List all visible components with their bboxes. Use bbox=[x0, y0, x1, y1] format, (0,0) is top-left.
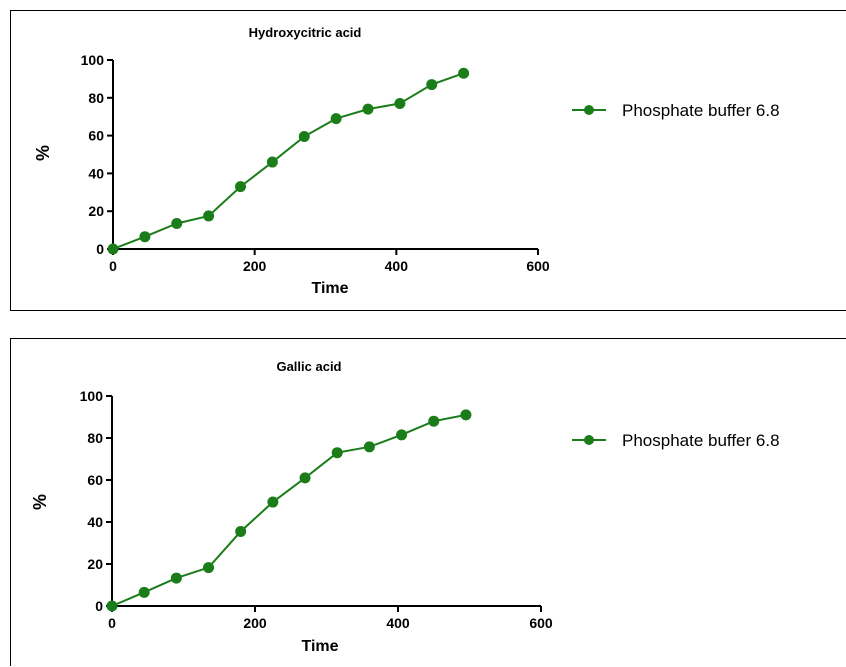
legend-entry: Phosphate buffer 6.8 bbox=[622, 431, 780, 450]
data-point bbox=[171, 573, 182, 584]
y-tick-label: 60 bbox=[87, 472, 103, 488]
y-tick-label: 20 bbox=[87, 556, 103, 572]
chart-title: Gallic acid bbox=[276, 359, 341, 374]
data-point bbox=[203, 562, 214, 573]
y-tick-label: 0 bbox=[95, 598, 103, 614]
legend: Phosphate buffer 6.8 bbox=[572, 101, 780, 120]
data-point bbox=[364, 441, 375, 452]
chart-title: Hydroxycitric acid bbox=[249, 25, 362, 40]
data-point bbox=[235, 181, 246, 192]
y-tick-label: 80 bbox=[88, 90, 104, 106]
x-tick-label: 200 bbox=[243, 615, 267, 631]
legend-marker bbox=[584, 105, 594, 115]
y-axis-label: % bbox=[33, 145, 53, 161]
y-tick-label: 60 bbox=[88, 128, 104, 144]
data-point bbox=[396, 429, 407, 440]
chart-panel-gallic: Gallic acid 0 200 400 600 0 20 40 60 80 100 Time … bbox=[10, 338, 846, 666]
y-tick-label: 100 bbox=[81, 52, 105, 68]
data-point bbox=[171, 218, 182, 229]
legend-entry: Phosphate buffer 6.8 bbox=[622, 101, 780, 120]
data-point bbox=[267, 497, 278, 508]
data-point bbox=[331, 113, 342, 124]
data-point bbox=[363, 104, 374, 115]
data-point bbox=[428, 416, 439, 427]
y-tick-label: 100 bbox=[80, 388, 104, 404]
data-point bbox=[426, 79, 437, 90]
y-tick-label: 0 bbox=[96, 241, 104, 257]
data-point bbox=[235, 526, 246, 537]
data-point bbox=[460, 409, 471, 420]
data-point bbox=[139, 231, 150, 242]
x-tick-label: 600 bbox=[526, 258, 550, 274]
x-tick-label: 400 bbox=[386, 615, 410, 631]
chart-panel-hydroxycitric: Hydroxycitric acid 0 200 400 600 0 20 40 60 80 10… bbox=[10, 10, 846, 311]
chart-hydroxycitric: Hydroxycitric acid 0 200 400 600 0 20 40 60 80 10… bbox=[11, 11, 846, 312]
series-line bbox=[112, 415, 466, 606]
legend: Phosphate buffer 6.8 bbox=[572, 431, 780, 450]
data-point bbox=[332, 447, 343, 458]
data-point bbox=[299, 131, 310, 142]
data-point bbox=[267, 157, 278, 168]
y-axis-label: % bbox=[30, 494, 50, 510]
data-point bbox=[107, 601, 118, 612]
data-point bbox=[139, 587, 150, 598]
x-axis-label: Time bbox=[311, 280, 348, 297]
x-tick-label: 0 bbox=[108, 615, 116, 631]
data-point bbox=[300, 472, 311, 483]
series-line bbox=[113, 73, 464, 249]
x-tick-label: 400 bbox=[385, 258, 409, 274]
data-point bbox=[458, 68, 469, 79]
data-point bbox=[203, 210, 214, 221]
y-tick-label: 80 bbox=[87, 430, 103, 446]
x-axis-label: Time bbox=[301, 638, 338, 655]
y-tick-label: 20 bbox=[88, 203, 104, 219]
data-point bbox=[394, 98, 405, 109]
legend-marker bbox=[584, 435, 594, 445]
data-point bbox=[108, 244, 119, 255]
x-tick-label: 0 bbox=[109, 258, 117, 274]
x-tick-label: 200 bbox=[243, 258, 267, 274]
x-tick-label: 600 bbox=[529, 615, 553, 631]
y-tick-label: 40 bbox=[88, 165, 104, 181]
y-tick-label: 40 bbox=[87, 514, 103, 530]
